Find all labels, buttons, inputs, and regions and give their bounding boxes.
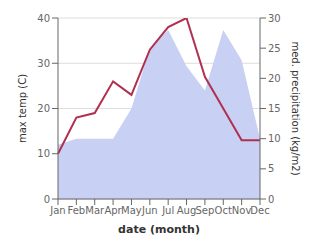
svg-text:0: 0: [44, 194, 50, 205]
svg-text:Nov: Nov: [232, 205, 252, 216]
svg-text:Sep: Sep: [195, 205, 214, 216]
svg-text:Apr: Apr: [104, 205, 122, 216]
svg-text:Jul: Jul: [161, 205, 174, 216]
svg-text:30: 30: [37, 58, 50, 69]
svg-text:Aug: Aug: [177, 205, 197, 216]
svg-text:10: 10: [37, 148, 50, 159]
svg-text:10: 10: [268, 133, 281, 144]
svg-text:0: 0: [268, 194, 274, 205]
svg-text:25: 25: [268, 43, 281, 54]
svg-text:20: 20: [37, 103, 50, 114]
svg-text:15: 15: [268, 103, 281, 114]
svg-text:20: 20: [268, 73, 281, 84]
svg-text:40: 40: [37, 13, 50, 24]
svg-text:med. precipitation (kg/m2): med. precipitation (kg/m2): [290, 41, 301, 175]
svg-text:5: 5: [268, 163, 274, 174]
svg-text:max temp (C): max temp (C): [17, 74, 28, 143]
svg-text:Jan: Jan: [49, 205, 65, 216]
svg-text:Feb: Feb: [68, 205, 86, 216]
svg-text:Mar: Mar: [85, 205, 105, 216]
svg-text:30: 30: [268, 13, 281, 24]
svg-text:Jun: Jun: [141, 205, 158, 216]
svg-text:date (month): date (month): [118, 223, 200, 236]
svg-text:Dec: Dec: [250, 205, 269, 216]
svg-text:May: May: [121, 205, 142, 216]
svg-text:Oct: Oct: [215, 205, 232, 216]
